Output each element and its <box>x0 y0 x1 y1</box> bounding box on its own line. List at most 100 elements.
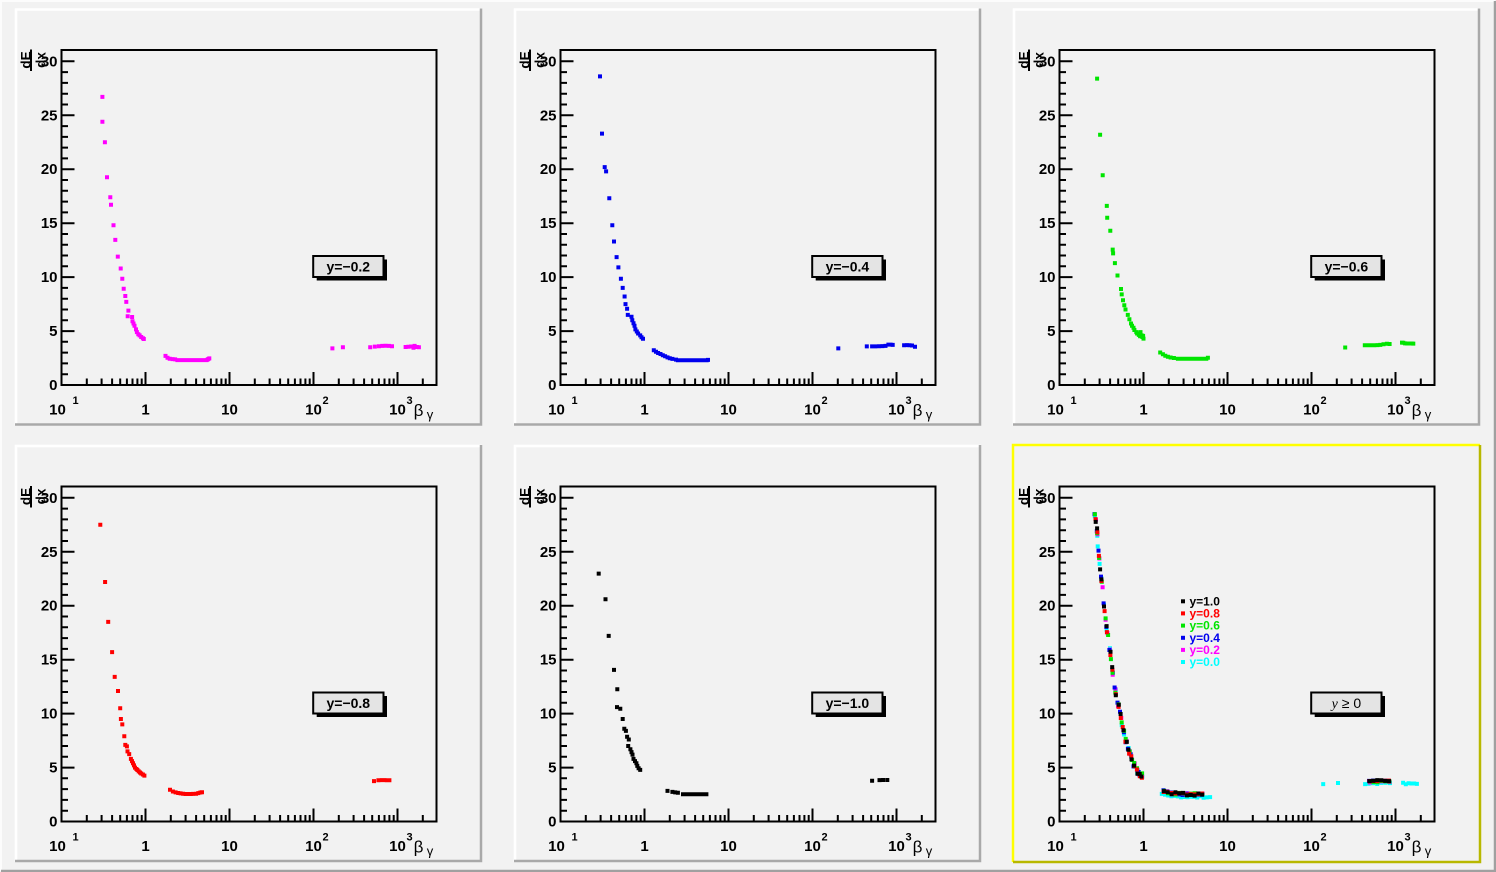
svg-text:1: 1 <box>1071 832 1077 844</box>
svg-text:20: 20 <box>1039 598 1056 615</box>
svg-text:dx: dx <box>34 488 49 504</box>
svg-text:γ: γ <box>427 844 434 859</box>
svg-text:β: β <box>1412 838 1422 857</box>
svg-text:25: 25 <box>540 544 557 561</box>
svg-text:10: 10 <box>548 838 565 855</box>
svg-text:1: 1 <box>572 395 578 407</box>
svg-text:y=0.2: y=0.2 <box>1190 643 1221 657</box>
svg-text:1: 1 <box>73 395 79 407</box>
svg-text:20: 20 <box>1039 161 1056 178</box>
svg-text:3: 3 <box>1405 832 1411 844</box>
svg-text:10: 10 <box>305 402 322 419</box>
svg-text:0: 0 <box>548 377 556 394</box>
svg-text:y=−0.6: y=−0.6 <box>1325 259 1369 275</box>
svg-text:β: β <box>913 838 923 857</box>
svg-text:0: 0 <box>1047 377 1055 394</box>
svg-text:25: 25 <box>41 107 58 124</box>
svg-text:10: 10 <box>888 402 905 419</box>
svg-text:dE: dE <box>518 488 533 505</box>
svg-text:y=−0.8: y=−0.8 <box>326 695 370 711</box>
svg-text:10: 10 <box>1039 706 1056 723</box>
svg-text:y=0.8: y=0.8 <box>1190 606 1221 620</box>
svg-text:1: 1 <box>640 402 648 419</box>
svg-text:2: 2 <box>822 395 828 407</box>
svg-text:10: 10 <box>221 838 238 855</box>
svg-text:dx: dx <box>533 488 548 504</box>
svg-text:3: 3 <box>906 395 912 407</box>
svg-text:15: 15 <box>1039 215 1056 232</box>
svg-text:dx: dx <box>533 52 548 68</box>
svg-text:10: 10 <box>1387 402 1404 419</box>
svg-text:γ: γ <box>926 844 933 859</box>
svg-text:10: 10 <box>1387 838 1404 855</box>
svg-text:10: 10 <box>540 269 557 286</box>
svg-text:10: 10 <box>720 838 737 855</box>
svg-text:10: 10 <box>720 402 737 419</box>
svg-text:15: 15 <box>41 652 58 669</box>
svg-text:β: β <box>414 838 424 857</box>
svg-text:15: 15 <box>540 652 557 669</box>
svg-text:10: 10 <box>804 838 821 855</box>
svg-text:y=−1.0: y=−1.0 <box>826 695 870 711</box>
svg-text:0: 0 <box>49 814 57 831</box>
svg-text:β: β <box>1412 401 1422 420</box>
svg-text:10: 10 <box>1047 402 1064 419</box>
svg-text:γ: γ <box>926 407 933 422</box>
svg-text:10: 10 <box>540 706 557 723</box>
svg-text:10: 10 <box>888 838 905 855</box>
svg-text:2: 2 <box>822 832 828 844</box>
svg-text:20: 20 <box>540 598 557 615</box>
svg-text:1: 1 <box>1139 402 1147 419</box>
svg-text:dx: dx <box>1032 52 1047 68</box>
svg-text:2: 2 <box>1321 395 1327 407</box>
svg-text:10: 10 <box>49 402 66 419</box>
svg-text:y=0.6: y=0.6 <box>1190 619 1221 633</box>
svg-text:10: 10 <box>1219 402 1236 419</box>
svg-text:1: 1 <box>141 838 149 855</box>
svg-text:15: 15 <box>41 215 58 232</box>
svg-text:γ: γ <box>427 407 434 422</box>
svg-text:10: 10 <box>1303 402 1320 419</box>
svg-text:10: 10 <box>548 402 565 419</box>
svg-text:dE: dE <box>19 488 34 505</box>
svg-text:dE: dE <box>1017 488 1032 505</box>
svg-text:1: 1 <box>73 832 79 844</box>
svg-text:25: 25 <box>1039 107 1056 124</box>
svg-text:2: 2 <box>1321 832 1327 844</box>
svg-text:2: 2 <box>323 395 329 407</box>
svg-text:20: 20 <box>41 161 58 178</box>
svg-text:25: 25 <box>1039 544 1056 561</box>
svg-text:0: 0 <box>1047 814 1055 831</box>
svg-text:30: 30 <box>41 490 58 507</box>
svg-text:1: 1 <box>572 832 578 844</box>
svg-text:y ≥ 0: y ≥ 0 <box>1330 695 1362 712</box>
svg-text:1: 1 <box>1139 838 1147 855</box>
svg-text:dE: dE <box>19 51 34 68</box>
svg-text:5: 5 <box>1047 323 1055 340</box>
svg-text:0: 0 <box>548 814 556 831</box>
svg-text:10: 10 <box>221 402 238 419</box>
svg-text:3: 3 <box>906 832 912 844</box>
svg-text:y=−0.4: y=−0.4 <box>826 259 870 275</box>
svg-text:15: 15 <box>540 215 557 232</box>
svg-text:dE: dE <box>518 51 533 68</box>
svg-text:15: 15 <box>1039 652 1056 669</box>
svg-text:γ: γ <box>1425 844 1432 859</box>
svg-text:5: 5 <box>548 323 556 340</box>
svg-text:y=1.0: y=1.0 <box>1190 594 1221 608</box>
svg-text:5: 5 <box>548 760 556 777</box>
svg-text:10: 10 <box>1219 838 1236 855</box>
svg-text:30: 30 <box>41 53 58 70</box>
svg-text:10: 10 <box>305 838 322 855</box>
svg-text:1: 1 <box>141 402 149 419</box>
svg-text:3: 3 <box>407 832 413 844</box>
svg-text:y=0.4: y=0.4 <box>1190 631 1221 645</box>
svg-text:30: 30 <box>1039 53 1056 70</box>
svg-text:25: 25 <box>41 544 58 561</box>
svg-text:30: 30 <box>1039 490 1056 507</box>
svg-text:10: 10 <box>1303 838 1320 855</box>
svg-text:10: 10 <box>41 706 58 723</box>
svg-text:β: β <box>414 401 424 420</box>
svg-text:10: 10 <box>1039 269 1056 286</box>
svg-text:y=−0.2: y=−0.2 <box>326 259 370 275</box>
